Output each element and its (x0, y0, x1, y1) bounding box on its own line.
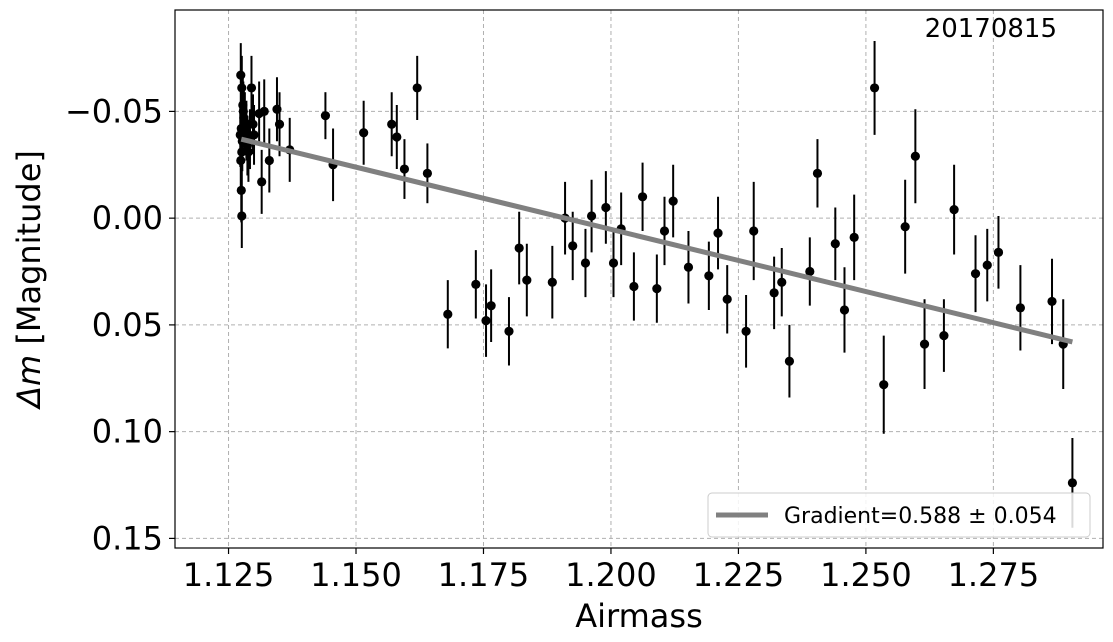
data-point (769, 288, 779, 298)
data-point (949, 205, 959, 215)
data-point (982, 260, 992, 270)
data-point (580, 258, 591, 268)
x-tick-label: 1.125 (183, 556, 275, 594)
data-point (1067, 478, 1078, 488)
data-point (274, 119, 285, 129)
data-point (713, 228, 723, 238)
data-point (668, 196, 678, 206)
data-point (812, 168, 823, 178)
data-point (237, 147, 247, 157)
data-point (522, 275, 532, 285)
data-point (777, 277, 787, 287)
data-point (237, 83, 247, 93)
data-point (236, 155, 246, 166)
data-point (608, 258, 619, 268)
data-point (264, 155, 274, 166)
data-point (1015, 303, 1025, 313)
data-point (547, 277, 557, 287)
x-tick-label: 1.250 (820, 556, 912, 594)
data-point (629, 281, 639, 292)
legend: Gradient=0.588 ± 0.054 (707, 492, 1091, 538)
data-point (879, 380, 889, 390)
data-point (910, 151, 920, 161)
data-point (412, 83, 422, 93)
data-point (683, 262, 694, 272)
x-axis-ticks: 1.125 1.150 1.175 1.200 1.225 1.250 1.275 (183, 548, 1039, 594)
data-point (259, 106, 269, 117)
data-point (320, 111, 331, 121)
data-point (741, 326, 751, 336)
x-tick-label: 1.175 (438, 556, 530, 594)
data-point (399, 164, 410, 174)
legend-box (707, 492, 1091, 538)
data-point (471, 279, 481, 289)
fit-line-group (240, 136, 1073, 345)
x-axis-title: Airmass (575, 597, 703, 635)
data-point (849, 232, 859, 242)
data-point (246, 83, 257, 93)
data-point (869, 83, 880, 93)
data-point (900, 222, 910, 232)
y-tick-label: 0.10 (92, 413, 163, 451)
data-point (939, 330, 949, 341)
y-tick-label: 0.00 (92, 199, 163, 237)
data-point (481, 316, 491, 326)
data-point (241, 126, 251, 136)
y-tick-label: −0.05 (65, 92, 163, 130)
x-tick-label: 1.200 (565, 556, 657, 594)
grid (175, 10, 1103, 548)
data-point (805, 266, 815, 277)
data-point (568, 241, 578, 251)
data-point (704, 271, 714, 281)
y-tick-label: 0.15 (92, 519, 163, 557)
x-tick-label: 1.275 (948, 556, 1040, 594)
data-point (422, 168, 432, 178)
plot-area-frame (174, 9, 1104, 549)
y-axis-ticks: −0.05 0.00 0.05 0.10 0.15 (65, 92, 175, 557)
data-point (257, 177, 267, 187)
data-point (236, 70, 246, 80)
data-point (601, 202, 611, 213)
data-point (443, 309, 453, 319)
data-point (514, 243, 524, 253)
date-annotation: 20170815 (925, 14, 1057, 44)
data-point (248, 119, 258, 129)
data-point (272, 104, 282, 114)
data-point (392, 132, 402, 142)
x-tick-label: 1.225 (693, 556, 785, 594)
data-point (249, 130, 259, 140)
data-point (784, 356, 795, 366)
data-point (839, 305, 850, 315)
y-axis-title-text: [Magnitude] (10, 150, 48, 355)
x-tick-label: 1.150 (310, 556, 402, 594)
data-point (637, 192, 648, 202)
data-point (659, 226, 670, 236)
data-point (830, 239, 840, 249)
data-point (1047, 296, 1057, 307)
y-axis-title: Δm [Magnitude] (10, 150, 48, 411)
legend-label: Gradient=0.588 ± 0.054 (784, 504, 1057, 529)
data-point (652, 284, 662, 294)
data-point (236, 185, 246, 196)
data-point (237, 211, 247, 221)
data-point (919, 339, 930, 349)
data-point (993, 247, 1004, 257)
data-point (722, 294, 732, 304)
data-point (387, 119, 397, 129)
data-point (243, 147, 254, 157)
data-point (586, 211, 597, 221)
y-axis-title-math: Δm (10, 355, 48, 411)
data-point (504, 326, 514, 336)
data-point (359, 128, 369, 138)
data-point (970, 269, 981, 279)
data-point (486, 301, 496, 311)
data-point (749, 226, 759, 236)
fit-line (240, 136, 1073, 345)
y-tick-label: 0.05 (92, 306, 163, 344)
